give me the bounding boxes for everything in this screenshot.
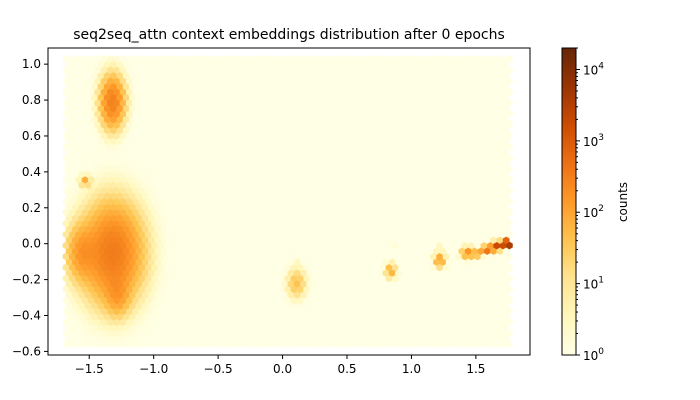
colorbar-tick-label: 102 [583,204,604,220]
x-tick-label: 0.0 [273,362,292,376]
y-tick-label: −0.2 [12,273,41,287]
colorbar-tick-label: 101 [583,276,604,292]
x-tick-label: 0.5 [337,362,356,376]
hexbin-layer [62,55,513,349]
y-tick-label: 0.6 [22,129,41,143]
x-tick-label: −1.5 [75,362,104,376]
x-tick-label: −1.0 [139,362,168,376]
colorbar-tick-label: 104 [583,61,604,77]
y-tick-label: 0.4 [22,165,41,179]
colorbar-tick-label: 103 [583,133,604,149]
x-tick-label: 1.5 [466,362,485,376]
y-tick-label: −0.6 [12,344,41,358]
x-tick-label: 1.0 [402,362,421,376]
colorbar [561,47,577,356]
colorbar-tick-label: 100 [583,347,604,363]
x-axis: −1.5 −1.0 −0.5 0.0 0.5 1.0 1.5 [75,355,485,376]
x-tick-label: −0.5 [204,362,233,376]
y-tick-label: −0.4 [12,309,41,323]
chart-title: seq2seq_attn context embeddings distribu… [73,27,505,43]
y-tick-label: 0.0 [22,237,41,251]
y-tick-label: 1.0 [22,57,41,71]
colorbar-label: counts [616,182,630,222]
colorbar-axis: 100 101 102 103 104 [576,47,604,363]
y-tick-label: 0.2 [22,201,41,215]
y-tick-label: 0.8 [22,93,41,107]
y-axis: −0.6 −0.4 −0.2 0.0 0.2 0.4 0.6 0.8 1.0 [12,57,48,358]
